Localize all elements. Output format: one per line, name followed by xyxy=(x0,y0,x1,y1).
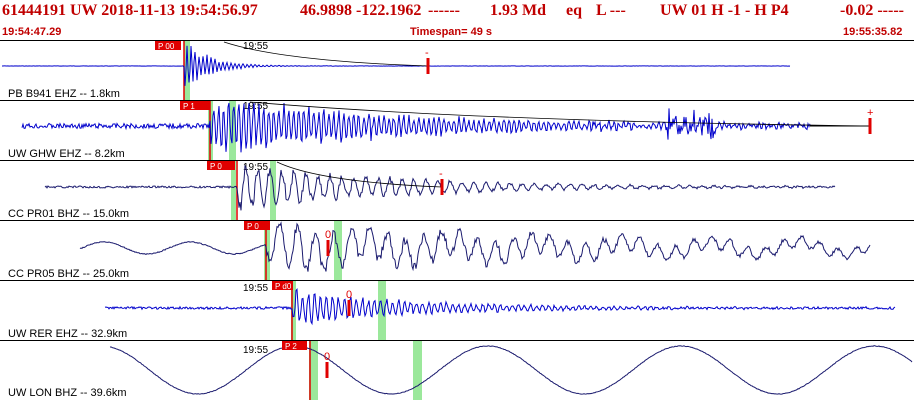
pick-tag xyxy=(272,281,293,290)
timespan: Timespan= 49 s xyxy=(410,26,493,38)
event-header: 61444191 UW 2018-11-13 19:54:56.97 46.98… xyxy=(0,0,914,24)
amplitude-marker-label: 0 xyxy=(324,351,330,363)
waveform-trace xyxy=(109,345,913,395)
pick-tag-label: P 1 xyxy=(183,102,195,111)
pick-tag-label: P 00 xyxy=(158,42,175,51)
waveform-trace xyxy=(104,287,896,326)
pick-tag xyxy=(180,101,210,110)
phase-window xyxy=(291,281,296,340)
event-id: 61444191 UW 2018-11-13 19:54:56.97 xyxy=(2,2,258,19)
pick-tag xyxy=(155,41,181,50)
trace-panel-3[interactable]: CC PR01 BHZ -- 15.0km 19:55 xyxy=(0,160,914,221)
time-mark: 19:55 xyxy=(243,345,269,356)
channel-label: UW RER EHZ -- 32.9km xyxy=(8,328,128,340)
waveform-trace xyxy=(79,221,871,272)
pick-tag-label: P 0 xyxy=(247,222,259,231)
phase-window xyxy=(309,341,318,400)
channel-label: UW GHW EHZ -- 8.2km xyxy=(8,148,125,160)
end-time: 19:55:35.82 xyxy=(843,26,903,38)
pick-tag-label: P 0 xyxy=(210,162,222,171)
phase-window xyxy=(264,221,270,280)
pick-tag xyxy=(244,221,270,230)
pick-tag xyxy=(207,161,235,170)
time-mark: 19:55 xyxy=(243,162,269,173)
amplitude-marker-label: + xyxy=(867,107,873,119)
amplitude-marker-label: - xyxy=(439,168,443,180)
time-mark: 19:55 xyxy=(243,41,269,52)
waveform-trace xyxy=(2,45,791,86)
channel-label: CC PR01 BHZ -- 15.0km xyxy=(8,208,130,220)
trace-panel-6[interactable]: UW LON BHZ -- 39.6km 19:55 xyxy=(0,340,914,401)
waveform-trace xyxy=(44,164,836,211)
time-mark: 19:55 xyxy=(243,101,269,112)
time-mark: 19:55 xyxy=(243,283,269,294)
residual: -0.02 ----- xyxy=(840,2,904,19)
coda-envelope xyxy=(223,41,429,67)
event-magnitude: 1.93 Md xyxy=(490,2,546,19)
network-info: UW 01 H -1 - H P4 xyxy=(660,2,789,19)
phase-window xyxy=(184,41,190,100)
trace-panel-4[interactable]: CC PR05 BHZ -- 25.0km xyxy=(0,220,914,281)
header-dashes: ------ xyxy=(428,2,460,19)
channel-label: PB B941 EHZ -- 1.8km xyxy=(8,88,120,100)
channel-label: UW LON BHZ -- 39.6km xyxy=(8,387,127,399)
channel-label: CC PR05 BHZ -- 25.0km xyxy=(8,268,130,280)
amplitude-marker-label: 0 xyxy=(346,289,352,301)
trace-panel-2[interactable]: UW GHW EHZ -- 8.2km 19:55 xyxy=(0,100,914,161)
pick-tag-label: P 2 xyxy=(285,342,297,351)
event-location: 46.9898 -122.1962 xyxy=(300,2,422,19)
pick-tag xyxy=(282,341,307,350)
amplitude-marker-label: - xyxy=(425,47,429,59)
waveform-trace xyxy=(21,102,811,153)
amplitude-marker-label: 0 xyxy=(325,229,331,241)
event-flags: L --- xyxy=(596,2,626,19)
coda-envelope xyxy=(276,161,443,188)
trace-panel-5[interactable]: UW RER EHZ -- 32.9km 19:55 xyxy=(0,280,914,341)
phase-window xyxy=(413,341,422,400)
event-type: eq xyxy=(566,2,582,19)
coda-envelope xyxy=(249,101,871,127)
trace-panel-1[interactable]: PB B941 EHZ -- 1.8km 19:55 xyxy=(0,40,914,101)
start-time: 19:54:47.29 xyxy=(2,26,62,38)
pick-tag-label: P d0 xyxy=(275,282,292,291)
phase-window xyxy=(231,161,236,220)
